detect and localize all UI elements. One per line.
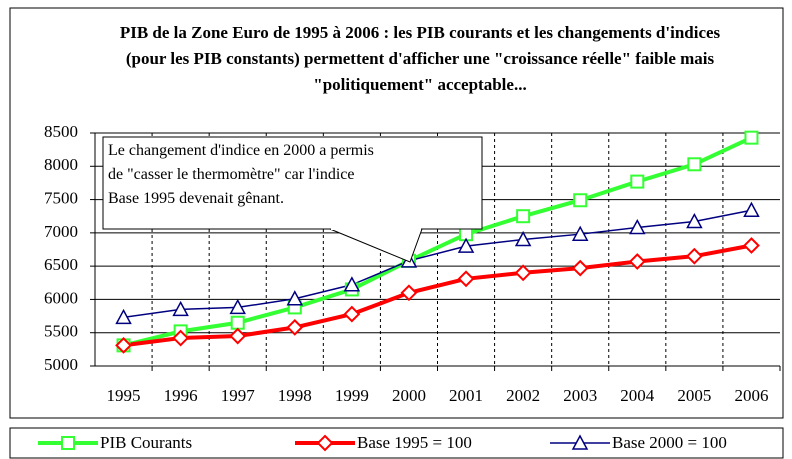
annotation-line: Base 1995 devenait gênant.	[108, 190, 284, 207]
marker	[514, 230, 532, 247]
legend-marker	[316, 434, 334, 452]
chart-border	[9, 7, 784, 419]
series-line	[123, 135, 753, 348]
annotation-line: de "casser le thermomètre" car l'indice	[108, 166, 355, 183]
x-tick-label: 2001	[449, 386, 483, 405]
y-tick-label: 8500	[44, 122, 78, 141]
marker	[286, 290, 304, 306]
y-tick-label: 6000	[44, 288, 78, 307]
legend-label: Base 1995 = 100	[357, 433, 472, 452]
legend-marker	[61, 436, 75, 450]
marker	[685, 247, 703, 265]
marker	[230, 315, 245, 330]
marker	[743, 201, 760, 217]
marker	[172, 300, 189, 317]
y-tick-label: 7500	[44, 188, 78, 207]
x-tick-label: 2005	[677, 386, 711, 405]
x-tick-label: 2006	[734, 386, 768, 405]
marker	[687, 157, 702, 172]
marker	[457, 270, 475, 288]
x-tick-label: 1998	[278, 386, 312, 405]
legend-label: Base 2000 = 100	[612, 433, 727, 452]
x-tick-label: 1995	[107, 386, 141, 405]
legend-box	[9, 427, 784, 459]
marker	[514, 264, 532, 282]
marker	[400, 284, 418, 302]
x-tick-label: 2003	[563, 386, 597, 405]
marker	[629, 218, 646, 235]
callout-pointer	[329, 228, 423, 263]
marker	[743, 237, 760, 254]
marker	[343, 276, 361, 292]
marker	[628, 253, 646, 270]
x-tick-label: 1999	[335, 386, 369, 405]
callout-box	[102, 136, 483, 230]
x-tick-label: 1996	[164, 386, 198, 405]
marker	[744, 130, 759, 145]
marker	[286, 318, 304, 336]
marker	[343, 305, 361, 323]
y-tick-label: 5500	[44, 322, 78, 341]
legend-marker	[571, 434, 589, 450]
marker	[686, 212, 703, 229]
marker	[229, 298, 246, 315]
chart-title: PIB de la Zone Euro de 1995 à 2006 : les…	[119, 23, 721, 94]
marker	[571, 225, 589, 241]
marker	[516, 209, 531, 224]
marker	[573, 193, 588, 208]
annotation-line: Le changement d'indice en 2000 a permis	[108, 142, 374, 159]
x-tick-label: 2000	[392, 386, 426, 405]
marker	[115, 308, 132, 325]
series-line	[123, 243, 752, 348]
marker	[115, 336, 132, 354]
marker	[630, 174, 645, 189]
y-tick-label: 6500	[44, 255, 78, 274]
x-tick-label: 2004	[620, 386, 655, 405]
y-tick-label: 8000	[44, 155, 78, 174]
annotation: Le changement d'indice en 2000 a permis d…	[108, 139, 480, 211]
y-tick-label: 5000	[44, 355, 78, 374]
series-line	[123, 209, 752, 319]
x-tick-label: 1997	[221, 386, 256, 405]
y-tick-label: 7000	[44, 222, 78, 241]
legend-label: PIB Courants	[100, 433, 192, 452]
marker	[457, 237, 475, 253]
x-tick-label: 2002	[506, 386, 540, 405]
marker	[229, 327, 247, 345]
marker	[172, 329, 190, 347]
marker	[571, 259, 589, 277]
